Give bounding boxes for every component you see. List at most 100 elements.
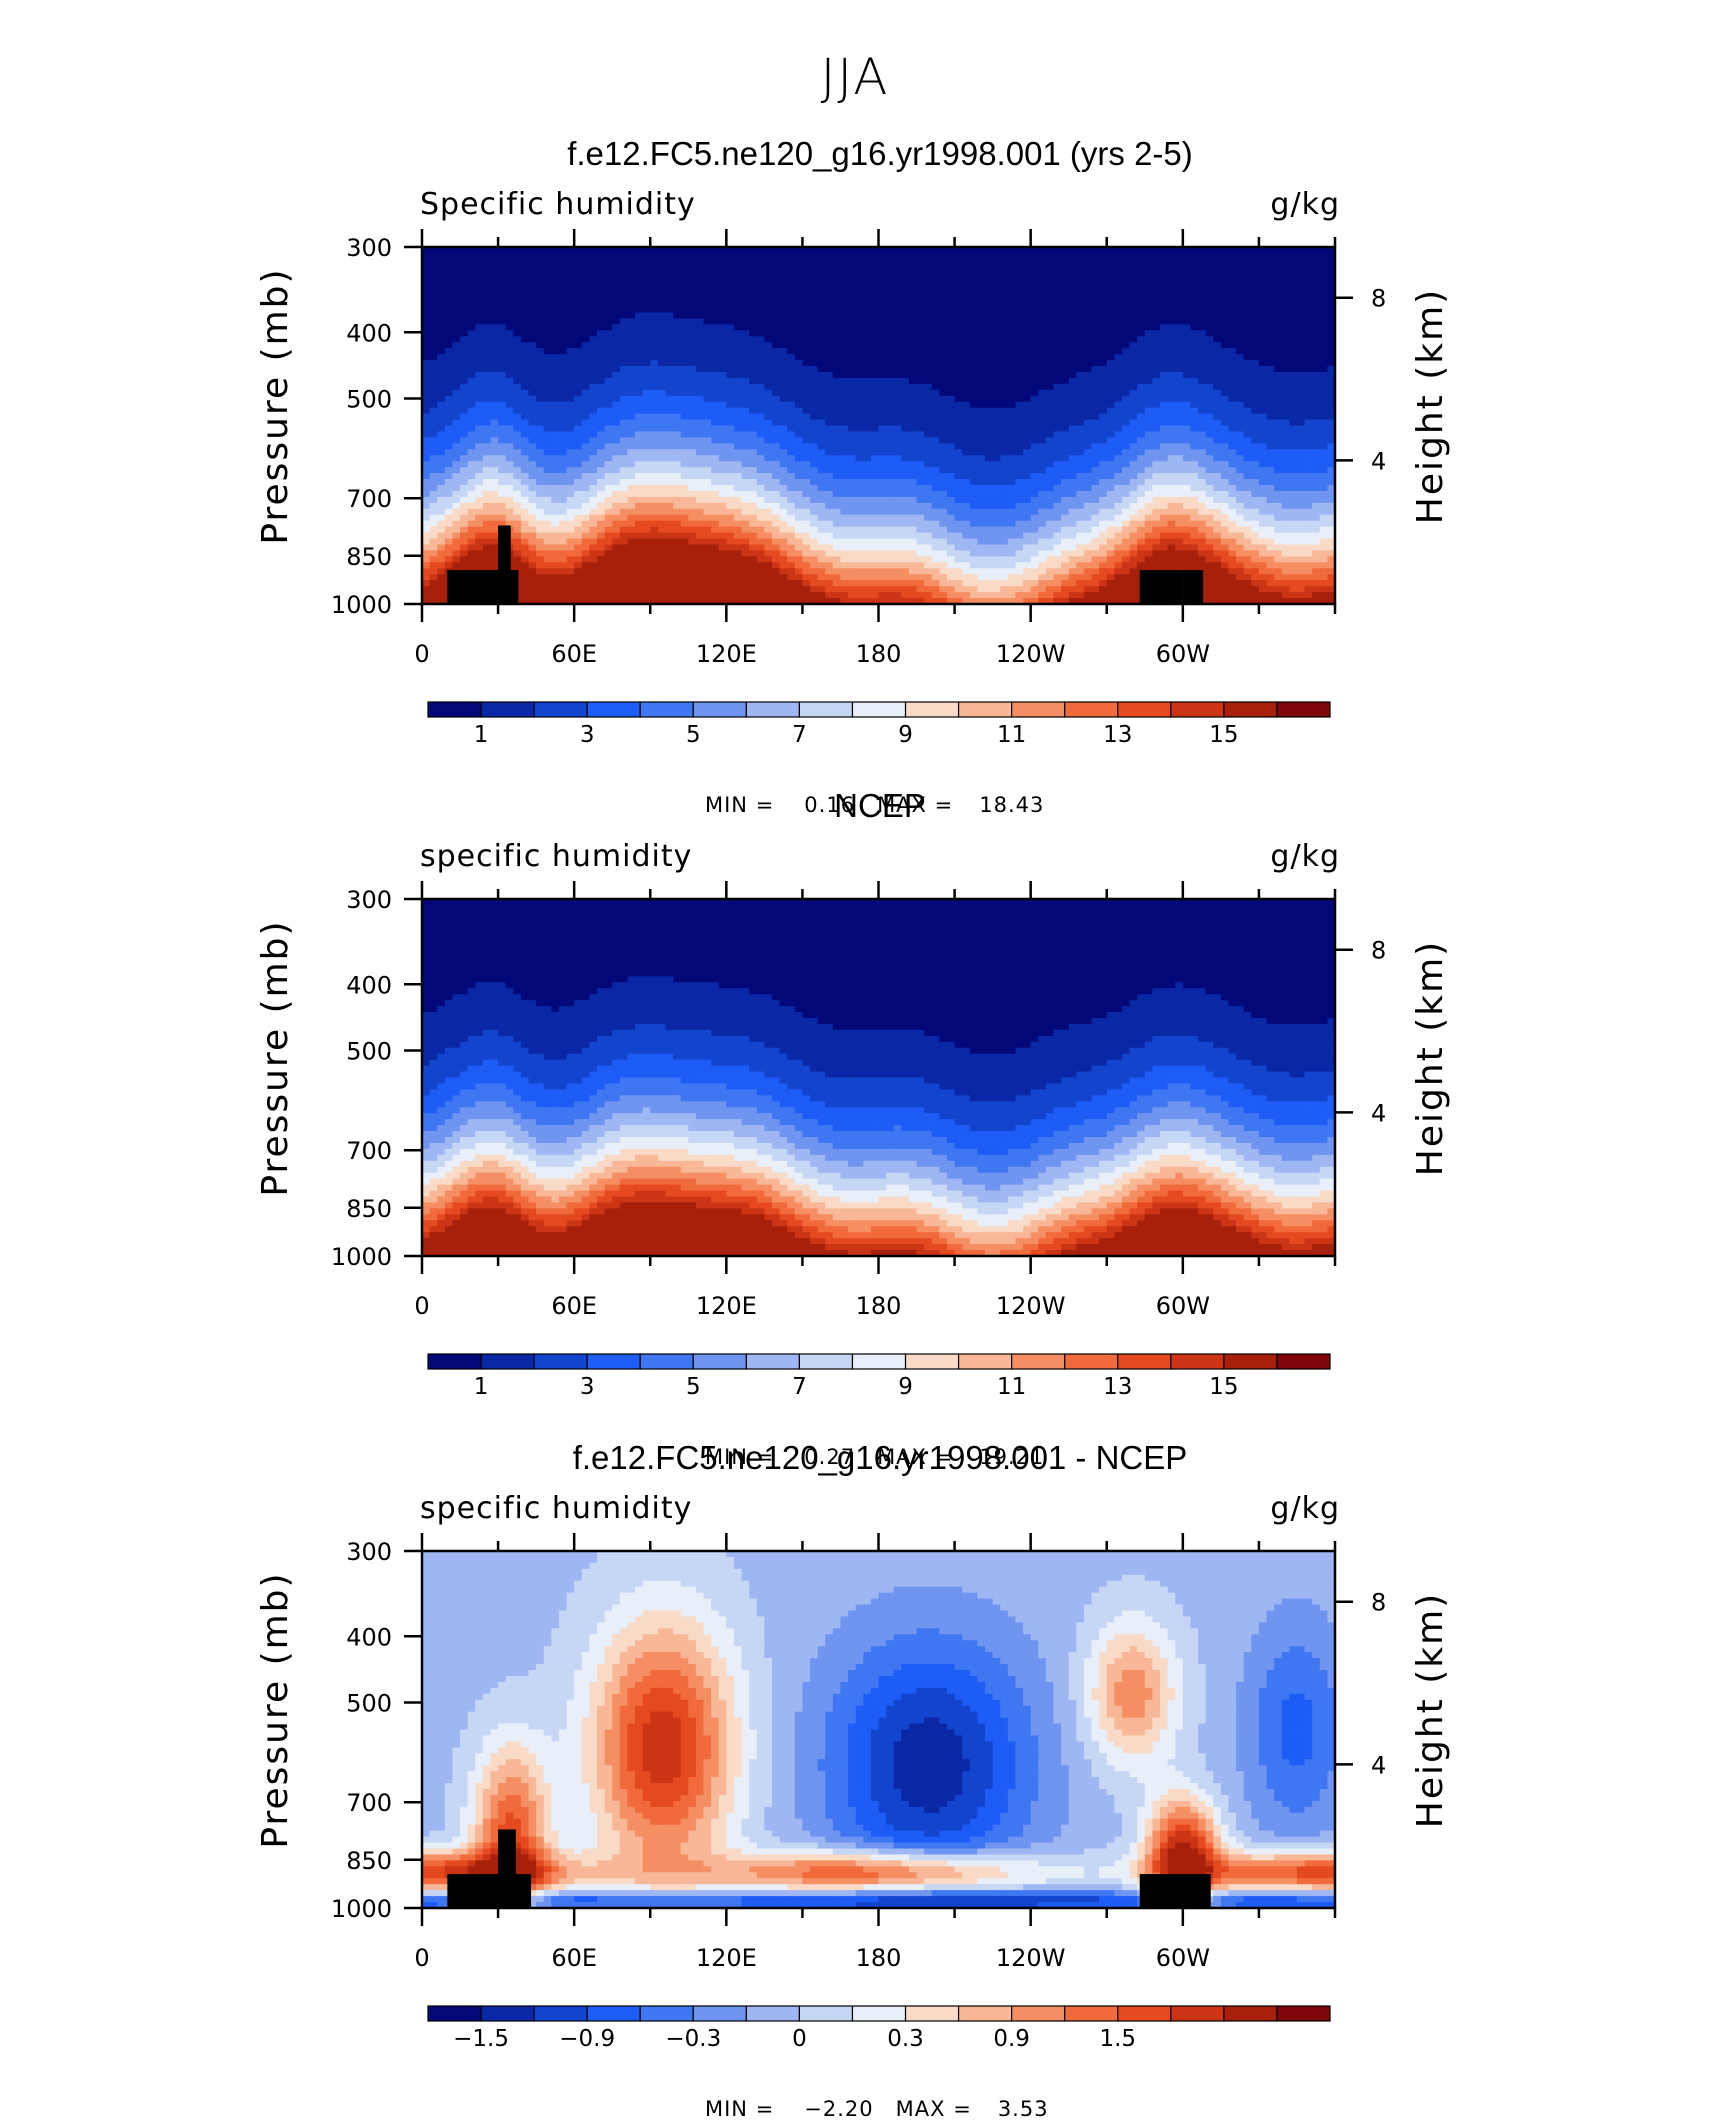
field-cell — [1023, 276, 1032, 284]
field-cell — [931, 437, 940, 444]
field-cell — [1144, 276, 1153, 284]
field-cell — [1045, 312, 1055, 319]
field-cell — [962, 413, 971, 421]
field-cell — [1274, 312, 1283, 319]
field-cell — [1099, 306, 1108, 314]
field-cell — [1137, 467, 1146, 474]
field-cell — [551, 461, 560, 468]
field-cell — [711, 342, 720, 349]
field-cell — [992, 252, 1001, 260]
field-cell — [498, 467, 507, 474]
field-cell — [1144, 389, 1153, 397]
field-cell — [1053, 264, 1062, 272]
field-cell — [1258, 479, 1268, 486]
field-cell — [1083, 288, 1093, 296]
field-cell — [627, 247, 636, 254]
field-cell — [802, 270, 811, 278]
field-cell — [832, 419, 842, 427]
field-cell — [1076, 419, 1085, 427]
field-cell — [475, 449, 484, 456]
field-cell — [1274, 479, 1283, 486]
field-cell — [817, 330, 826, 337]
field-cell — [1312, 354, 1321, 361]
field-cell — [680, 247, 689, 254]
field-cell — [1213, 342, 1222, 349]
field-cell — [878, 276, 887, 284]
field-cell — [444, 437, 454, 444]
field-cell — [726, 252, 735, 260]
field-cell — [536, 252, 545, 260]
field-cell — [726, 288, 735, 296]
field-cell — [498, 342, 507, 349]
field-cell — [1121, 360, 1131, 367]
field-cell — [711, 419, 720, 427]
field-cell — [635, 258, 644, 266]
field-cell — [1289, 318, 1298, 325]
field-cell — [695, 431, 705, 438]
field-cell — [1121, 306, 1131, 314]
field-cell — [513, 294, 522, 302]
field-cell — [726, 395, 735, 403]
field-cell — [1251, 425, 1260, 433]
field-cell — [908, 389, 918, 397]
field-cell — [756, 294, 765, 302]
field-cell — [1152, 389, 1161, 397]
field-cell — [1258, 330, 1268, 337]
field-cell — [498, 252, 507, 260]
field-cell — [1266, 419, 1275, 427]
field-cell — [429, 395, 438, 403]
field-cell — [832, 294, 842, 302]
field-cell — [924, 360, 933, 367]
field-cell — [939, 455, 948, 462]
field-cell — [1327, 413, 1336, 421]
field-cell — [1182, 324, 1192, 331]
field-cell — [475, 425, 484, 433]
field-cell — [680, 306, 689, 314]
field-cell — [1312, 342, 1321, 349]
field-cell — [650, 401, 659, 409]
field-cell — [985, 366, 994, 373]
field-cell — [429, 336, 438, 343]
field-cell — [566, 258, 575, 266]
field-cell — [1007, 264, 1017, 272]
field-cell — [787, 371, 796, 379]
field-cell — [1137, 443, 1146, 450]
field-cell — [1083, 413, 1093, 421]
field-cell — [962, 354, 971, 361]
field-cell — [794, 336, 804, 343]
field-cell — [604, 252, 613, 260]
field-cell — [1251, 294, 1260, 302]
field-cell — [1266, 342, 1275, 349]
field-cell — [870, 455, 880, 462]
field-cell — [1304, 306, 1313, 314]
field-cell — [1091, 485, 1100, 492]
field-cell — [1220, 419, 1230, 427]
field-cell — [429, 473, 438, 480]
field-cell — [665, 342, 674, 349]
field-cell — [1068, 395, 1077, 403]
field-cell — [886, 473, 895, 480]
field-cell — [878, 300, 887, 308]
field-cell — [558, 247, 568, 254]
field-cell — [596, 366, 606, 373]
field-cell — [1144, 294, 1153, 302]
field-cell — [1061, 270, 1070, 278]
field-cell — [908, 473, 918, 480]
field-cell — [581, 383, 590, 391]
field-cell — [505, 247, 514, 254]
field-cell — [604, 383, 613, 391]
field-cell — [749, 336, 758, 343]
field-cell — [1007, 455, 1017, 462]
field-cell — [460, 431, 469, 438]
field-cell — [1129, 282, 1138, 290]
field-cell — [810, 258, 819, 266]
field-cell — [749, 407, 758, 415]
field-cell — [520, 413, 530, 421]
field-cell — [1243, 479, 1252, 486]
field-cell — [726, 270, 735, 278]
field-cell — [1182, 360, 1192, 367]
field-cell — [1296, 252, 1306, 260]
field-cell — [1289, 413, 1298, 421]
field-cell — [817, 247, 826, 254]
field-cell — [1023, 473, 1032, 480]
